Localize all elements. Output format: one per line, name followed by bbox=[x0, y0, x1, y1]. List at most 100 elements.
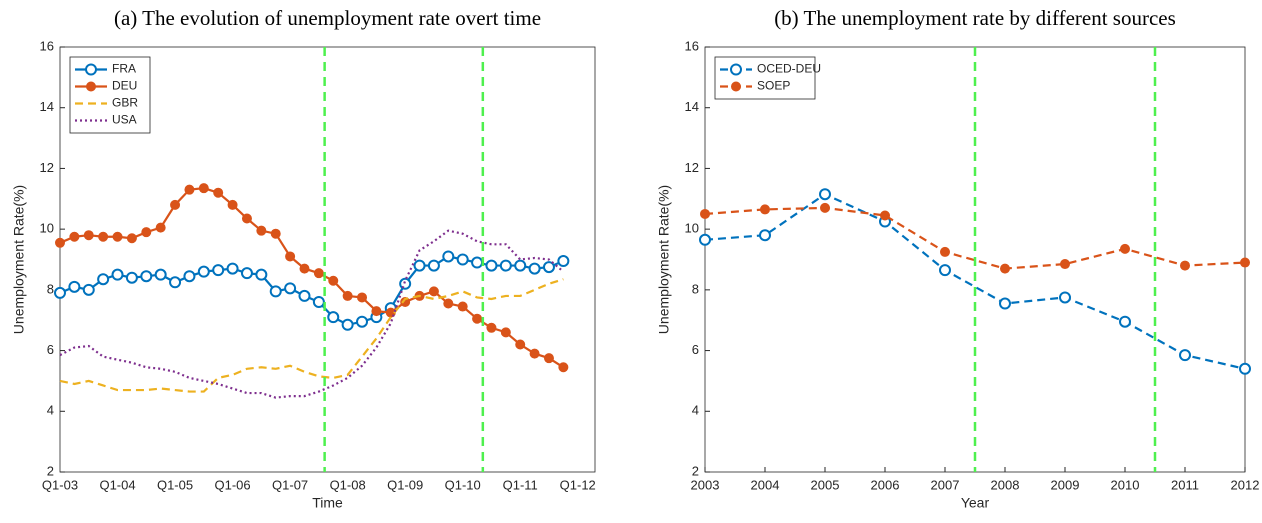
data-point bbox=[1240, 257, 1250, 268]
y-tick-label: 6 bbox=[692, 342, 699, 357]
chart-title: (a) The evolution of unemployment rate o… bbox=[114, 6, 541, 30]
data-point bbox=[213, 187, 224, 198]
legend-box bbox=[714, 56, 816, 100]
data-point bbox=[443, 298, 454, 309]
legend-text: USA bbox=[112, 113, 137, 127]
y-tick-label: 4 bbox=[692, 403, 699, 418]
data-point bbox=[240, 267, 253, 280]
data-point bbox=[529, 348, 540, 359]
data-point bbox=[312, 296, 325, 308]
x-tick-label: 2005 bbox=[811, 477, 840, 492]
data-point bbox=[97, 273, 110, 286]
data-point bbox=[299, 263, 310, 274]
data-point bbox=[125, 271, 138, 284]
data-point bbox=[1179, 349, 1191, 362]
data-point bbox=[1239, 362, 1251, 375]
x-tick-label: Q1-07 bbox=[272, 477, 308, 492]
x-tick-label: Q1-03 bbox=[42, 477, 78, 492]
data-point bbox=[1119, 315, 1131, 328]
data-point bbox=[327, 311, 340, 324]
legend-text: SOEP bbox=[757, 79, 790, 93]
data-point bbox=[227, 199, 238, 210]
data-point bbox=[1059, 291, 1071, 304]
data-point bbox=[69, 231, 80, 242]
data-point bbox=[256, 225, 267, 236]
data-point bbox=[184, 184, 195, 195]
x-axis-label: Year bbox=[961, 495, 990, 511]
data-point bbox=[111, 268, 124, 281]
data-point bbox=[500, 327, 511, 338]
y-tick-label: 10 bbox=[40, 221, 54, 236]
x-tick-label: 2011 bbox=[1171, 477, 1199, 492]
series-line bbox=[59, 278, 564, 393]
y-tick-label: 4 bbox=[47, 403, 54, 418]
data-point bbox=[298, 289, 311, 302]
x-tick-label: Q1-11 bbox=[503, 477, 538, 492]
data-point bbox=[54, 286, 66, 299]
data-point bbox=[112, 231, 123, 242]
data-point bbox=[515, 339, 526, 350]
data-point bbox=[183, 270, 196, 283]
data-point bbox=[499, 259, 512, 272]
y-tick-label: 14 bbox=[40, 99, 54, 114]
data-point bbox=[170, 199, 181, 210]
y-tick-label: 14 bbox=[685, 99, 699, 114]
data-point bbox=[939, 264, 951, 277]
data-point bbox=[342, 290, 353, 301]
data-point bbox=[141, 227, 152, 238]
data-point bbox=[820, 202, 830, 213]
x-tick-label: 2003 bbox=[691, 477, 720, 492]
legend-marker bbox=[86, 81, 96, 92]
data-point bbox=[699, 233, 711, 246]
data-point bbox=[759, 229, 771, 242]
data-point bbox=[760, 204, 770, 215]
legend-text: GBR bbox=[112, 96, 138, 110]
x-tick-label: Q1-08 bbox=[330, 477, 366, 492]
data-point bbox=[82, 283, 95, 296]
series-line bbox=[704, 192, 1246, 370]
x-tick-label: 2009 bbox=[1051, 477, 1080, 492]
chart-title: (b) The unemployment rate by different s… bbox=[774, 6, 1176, 30]
data-point bbox=[399, 277, 412, 290]
data-point bbox=[880, 210, 890, 221]
x-tick-label: 2008 bbox=[991, 477, 1020, 492]
data-point bbox=[226, 262, 239, 275]
data-point bbox=[313, 268, 324, 279]
y-tick-label: 16 bbox=[685, 38, 699, 53]
data-point bbox=[700, 208, 710, 219]
x-tick-label: 2004 bbox=[751, 477, 780, 492]
legend-marker bbox=[85, 63, 97, 76]
y-tick-label: 8 bbox=[47, 281, 54, 296]
data-point bbox=[241, 213, 252, 224]
data-point bbox=[140, 270, 153, 283]
data-point bbox=[442, 250, 455, 263]
x-tick-label: 2010 bbox=[1111, 477, 1140, 492]
y-axis-label: Unemployment Rate(%) bbox=[11, 185, 27, 334]
data-point bbox=[542, 261, 555, 274]
data-point bbox=[819, 188, 831, 201]
data-point bbox=[1120, 243, 1130, 254]
data-point bbox=[328, 275, 339, 286]
legend-text: FRA bbox=[112, 62, 136, 76]
y-tick-label: 10 bbox=[685, 221, 699, 236]
y-tick-label: 6 bbox=[47, 342, 54, 357]
data-point bbox=[154, 268, 167, 281]
data-point bbox=[472, 313, 483, 324]
data-point bbox=[486, 322, 497, 333]
data-point bbox=[543, 353, 554, 364]
x-tick-label: 2007 bbox=[931, 477, 960, 492]
data-point bbox=[427, 259, 440, 272]
x-axis-label: Time bbox=[312, 495, 343, 511]
data-point bbox=[55, 237, 65, 248]
data-point bbox=[471, 256, 484, 269]
data-point bbox=[169, 276, 182, 289]
data-point bbox=[198, 183, 209, 194]
x-tick-label: 2012 bbox=[1231, 477, 1260, 492]
y-tick-label: 12 bbox=[40, 160, 54, 175]
data-point bbox=[98, 231, 109, 242]
data-point bbox=[428, 286, 439, 297]
data-point bbox=[940, 246, 950, 257]
data-point bbox=[413, 259, 426, 272]
data-point bbox=[341, 318, 354, 331]
